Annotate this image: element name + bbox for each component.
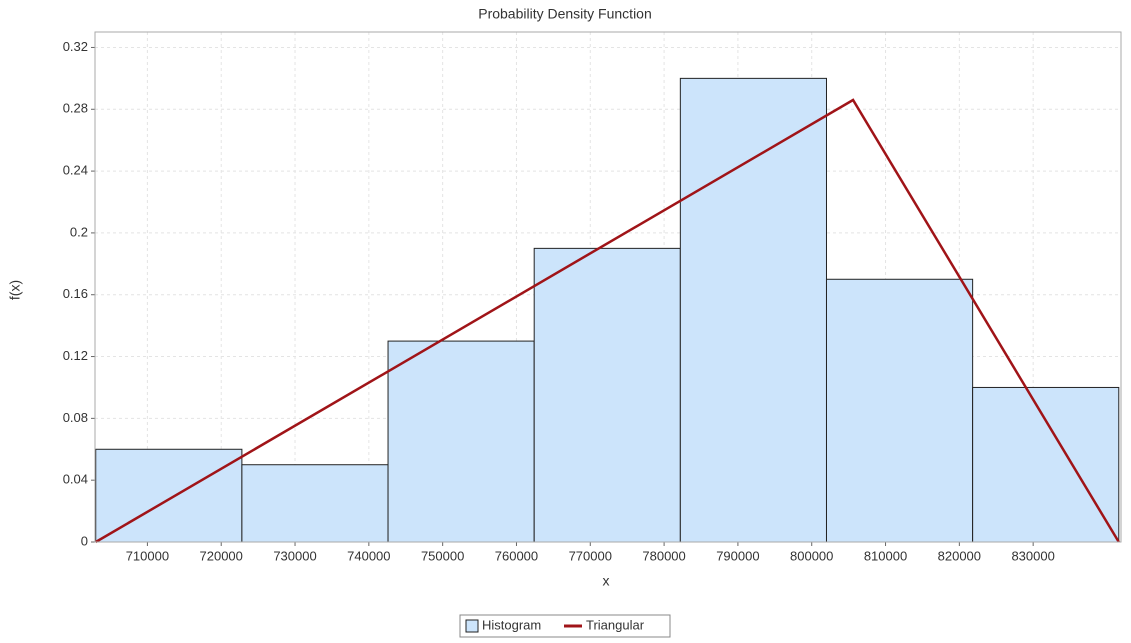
x-tick-label: 720000 — [200, 548, 243, 563]
legend-swatch — [465, 619, 479, 633]
y-tick-label: 0 — [81, 533, 88, 548]
y-tick-label: 0.2 — [70, 224, 88, 239]
histogram-bar — [825, 278, 974, 543]
histogram-bar — [241, 464, 389, 543]
x-tick-label: 770000 — [569, 548, 612, 563]
histogram-bar — [387, 340, 535, 543]
y-tick-label: 0.12 — [63, 348, 88, 363]
x-tick-label: 740000 — [347, 548, 390, 563]
y-tick-label: 0.28 — [63, 101, 88, 116]
y-tick-label: 0.08 — [63, 410, 88, 425]
y-tick-label: 0.32 — [63, 39, 88, 54]
x-tick-label: 780000 — [642, 548, 685, 563]
x-tick-label: 810000 — [864, 548, 907, 563]
x-tick-label: 830000 — [1011, 548, 1054, 563]
triangular-line — [95, 98, 1120, 544]
x-tick-label: 750000 — [421, 548, 464, 563]
legend-label: Triangular — [586, 617, 645, 632]
x-tick-label: 760000 — [495, 548, 538, 563]
plot-border — [94, 31, 1122, 543]
histogram-bar — [679, 77, 827, 543]
x-tick-label: 820000 — [938, 548, 981, 563]
legend-label: Histogram — [482, 617, 541, 632]
x-tick-label: 800000 — [790, 548, 833, 563]
y-tick-label: 0.24 — [63, 163, 88, 178]
y-tick-label: 0.16 — [63, 286, 88, 301]
chart-title: Probability Density Function — [478, 6, 652, 22]
histogram-bar — [972, 386, 1120, 543]
y-tick-label: 0.04 — [63, 472, 88, 487]
x-tick-label: 730000 — [273, 548, 316, 563]
y-axis-label: f(x) — [7, 280, 23, 300]
x-tick-label: 710000 — [126, 548, 169, 563]
histogram-bar — [533, 247, 681, 543]
x-tick-label: 790000 — [716, 548, 759, 563]
x-axis-label: x — [603, 573, 610, 589]
